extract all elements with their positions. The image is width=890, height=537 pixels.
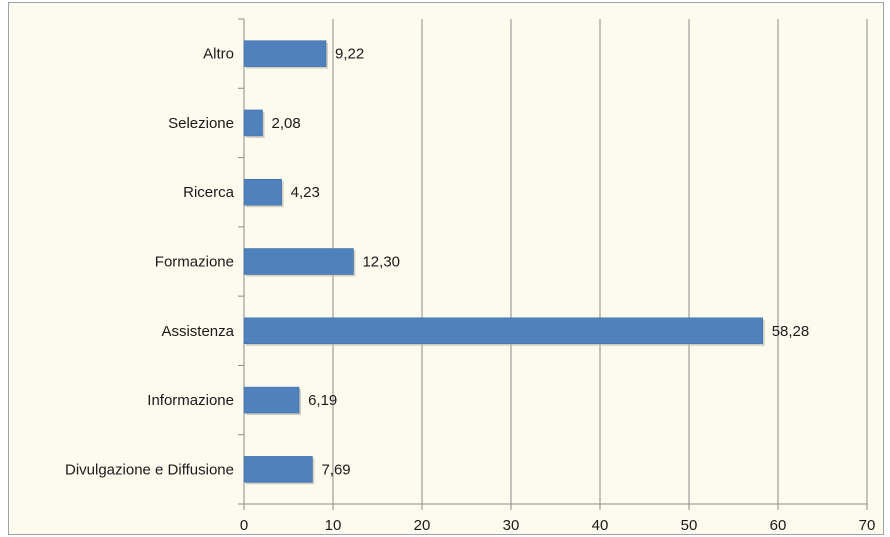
data-label: 9,22	[335, 46, 364, 63]
bar	[243, 178, 282, 206]
x-tick-label: 30	[503, 517, 520, 534]
data-label: 4,23	[291, 184, 320, 201]
x-tick-label: 70	[859, 517, 876, 534]
chart-frame: 0 10 20 30 40 50 60 70 Divulgazione e Diffusione…	[8, 2, 884, 535]
x-tick-label: 60	[770, 517, 787, 534]
data-label: 12,30	[362, 254, 400, 271]
category-label: Selezione	[168, 115, 234, 132]
data-label: 7,69	[321, 461, 350, 478]
x-tick-label: 50	[681, 517, 698, 534]
bar	[243, 248, 354, 275]
bar	[243, 40, 327, 67]
bar	[243, 456, 313, 483]
bar-chart: 0 10 20 30 40 50 60 70 Divulgazione e Diffusione…	[65, 18, 875, 534]
labels: 0 10 20 30 40 50 60 70 Divulgazione e Diffusione…	[65, 46, 875, 534]
data-label: 6,19	[308, 392, 337, 409]
bars	[243, 40, 765, 485]
x-tick-label: 40	[592, 517, 609, 534]
bar	[243, 386, 300, 414]
category-label: Ricerca	[183, 184, 235, 201]
bar	[243, 109, 263, 137]
data-label: 2,08	[272, 115, 301, 132]
bar	[243, 317, 763, 345]
category-label: Altro	[203, 46, 234, 63]
data-label: 58,28	[772, 323, 810, 340]
grid-lines	[332, 19, 868, 504]
category-label: Formazione	[155, 254, 234, 271]
category-label: Informazione	[147, 392, 234, 409]
category-label: Assistenza	[161, 323, 234, 340]
category-label: Divulgazione e Diffusione	[65, 461, 234, 478]
x-tick-label: 0	[240, 517, 248, 534]
x-tick-label: 20	[414, 517, 431, 534]
x-tick-label: 10	[325, 517, 342, 534]
